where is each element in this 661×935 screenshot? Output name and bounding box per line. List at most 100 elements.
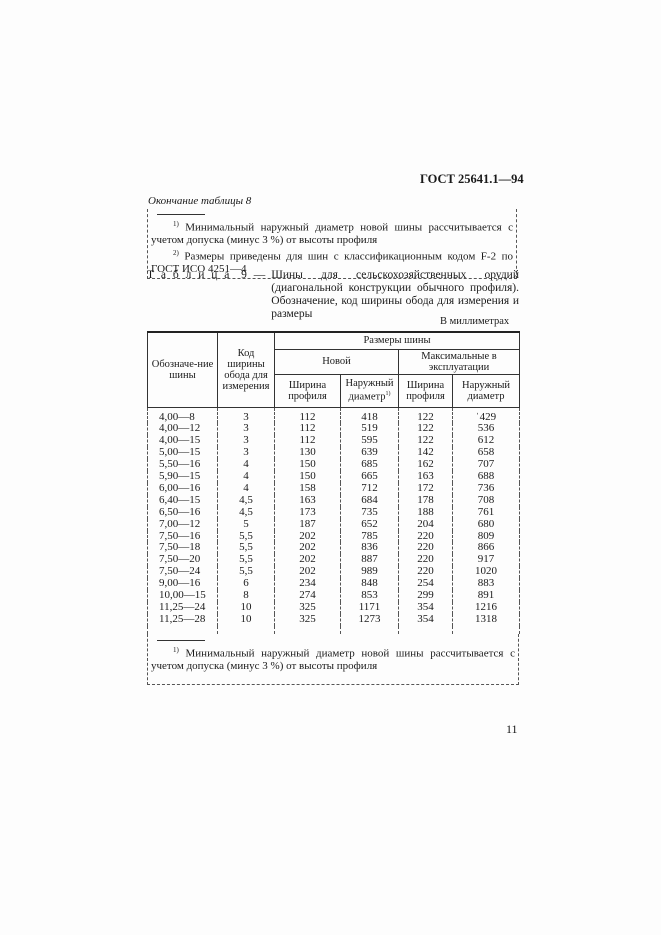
empty-cell — [217, 625, 275, 634]
cell-rim-code: 10 — [217, 613, 275, 626]
page-number: 11 — [506, 722, 518, 736]
cell-diam-max: 1020 — [452, 565, 520, 579]
table9-title: Шины для сельскохозяйственных орудий (ди… — [271, 269, 519, 320]
table-row: 5,00—15 3 130 639 142 658 — [147, 446, 520, 460]
header-max-service: Максимальные в эксплуатации — [398, 348, 520, 375]
header-new: Новой — [274, 348, 399, 375]
footnote-text: Минимальный наружный диаметр новой шины … — [151, 647, 515, 672]
cell-diam-max: 536 — [452, 423, 520, 436]
cell-diam-max: 688 — [452, 470, 520, 483]
table8-footnotes: 1) Минимальный наружный диаметр новой ши… — [147, 209, 517, 280]
table-bottom-padding — [147, 625, 520, 634]
table8-end-label: Окончание таблицы 8 — [148, 195, 252, 207]
table9-caption: Т а б л и ц а 9 — Шины для сельскохозяйс… — [147, 269, 519, 321]
header-width-max: Ширина профиля — [398, 373, 453, 408]
cell-diam-max: 917 — [452, 553, 520, 567]
cell-designation: 6,40—15 — [147, 494, 218, 507]
header-width-new: Ширина профиля — [274, 373, 341, 408]
empty-cell — [452, 625, 520, 634]
cell-diam-max: 1318 — [452, 613, 520, 626]
footnote-text: Размеры приведены для шин с классификаци… — [151, 250, 513, 275]
table-row: 7,50—16 5,5 202 785 220 809 — [147, 530, 520, 543]
header-rim-code: Код ширины обода для измерения — [217, 331, 275, 408]
document-code: ГОСТ 25641.1—94 — [420, 172, 524, 186]
cell-diam-max: 612 — [452, 434, 520, 448]
table-row: 5,50—16 4 150 685 162 707 — [147, 458, 520, 472]
table8-footnote-1: 1) Минимальный наружный диаметр новой ши… — [151, 218, 513, 247]
cell-diam-max: 708 — [452, 494, 520, 507]
cell-width-new: 112 — [274, 407, 341, 424]
cell-width-new: 187 — [274, 518, 341, 531]
empty-cell — [147, 625, 218, 634]
cell-diam-max: 707 — [452, 458, 520, 472]
cell-diam-max: 761 — [452, 506, 520, 519]
table9-label: Т а б л и ц а 9 — — [147, 269, 268, 281]
cell-diam-max: 809 — [452, 530, 520, 543]
cell-width-max: 354 — [398, 613, 453, 626]
header-diam-max: Наружный диаметр — [452, 373, 520, 408]
table8-footnote-2: 2) Размеры приведены для шин с классифик… — [151, 247, 513, 276]
table9-footnote-box: 1) Минимальный наружный диаметр новой ши… — [147, 633, 519, 686]
empty-cell — [340, 625, 399, 634]
footnote-rule — [157, 214, 205, 215]
footnote-rule — [157, 639, 205, 641]
cell-rim-code: 5 — [217, 518, 275, 531]
cell-rim-code: 4,5 — [217, 494, 275, 507]
table-row: 9,00—16 6 234 848 254 883 — [147, 577, 520, 591]
cell-width-max: 178 — [398, 494, 453, 507]
table9: Обозначе-ние шины Код ширины обода для и… — [147, 331, 520, 634]
cell-diam-new: 1273 — [340, 613, 399, 626]
cell-designation: 4,00—8 — [147, 407, 218, 424]
table-row: 5,90—15 4 150 665 163 688 — [147, 470, 520, 483]
table-row: 11,25—28 10 325 1273 354 1318 — [147, 613, 520, 626]
table-row: 10,00—15 8 274 853 299 891 — [147, 589, 520, 602]
table-row: 6,50—16 4,5 173 735 188 761 — [147, 506, 520, 519]
cell-width-max: 204 — [398, 518, 453, 531]
table-row: 7,00—12 5 187 652 204 680 — [147, 518, 520, 531]
cell-designation: 6,50—16 — [147, 506, 218, 519]
cell-width-new: 163 — [274, 494, 341, 507]
table-row: 7,50—18 5,5 202 836 220 866 — [147, 542, 520, 555]
cell-diam-max: 680 — [452, 518, 520, 531]
cell-diam-new: 684 — [340, 494, 399, 507]
cell-width-new: 173 — [274, 506, 341, 519]
cell-width-max: 188 — [398, 506, 453, 519]
cell-width-new: 325 — [274, 613, 341, 626]
cell-rim-code: 4,5 — [217, 506, 275, 519]
footnote-mark: 1) — [173, 220, 179, 228]
cell-diam-new: 652 — [340, 518, 399, 531]
cell-diam-max: 1216 — [452, 601, 520, 614]
cell-diam-new: 735 — [340, 506, 399, 519]
cell-diam-max: 891 — [452, 589, 520, 602]
table-row: 4,00—12 3 112 519 122 536 — [147, 423, 520, 436]
footnote-mark: 1) — [385, 391, 391, 398]
header-sizes: Размеры шины — [274, 331, 520, 350]
cell-diam-max: 658 — [452, 446, 520, 460]
table-row: 7,50—20 5,5 202 887 220 917 — [147, 553, 520, 567]
cell-designation: 11,25—28 — [147, 613, 218, 626]
cell-rim-code: 3 — [217, 407, 275, 424]
cell-width-max: 122 — [398, 407, 453, 424]
header-diam-new-text: Наружный диаметр — [345, 378, 394, 403]
table9-block: Обозначе-ние шины Код ширины обода для и… — [147, 331, 520, 686]
empty-cell — [398, 625, 453, 634]
table-row: 6,40—15 4,5 163 684 178 708 — [147, 494, 520, 507]
cell-diam-new: 418 — [340, 407, 399, 424]
cell-diam-max: 883 — [452, 577, 520, 591]
table-row: 4,00—15 3 112 595 122 612 — [147, 434, 520, 448]
header-diam-new: Наружный диаметр1) — [340, 373, 399, 408]
footnote-mark: 2) — [173, 248, 179, 257]
cell-designation: 7,00—12 — [147, 518, 218, 531]
units-note: В миллиметрах — [440, 316, 510, 327]
footnote-text: Минимальный наружный диаметр новой шины … — [151, 221, 513, 247]
table-row: 6,00—16 4 158 712 172 736 — [147, 482, 520, 495]
cell-diam-max: 736 — [452, 482, 520, 495]
table-row: 7,50—24 5,5 202 989 220 1020 — [147, 565, 520, 579]
header-designation: Обозначе-ние шины — [147, 331, 218, 408]
empty-cell — [274, 625, 341, 634]
cell-diam-max: ˈ429 — [452, 407, 520, 424]
table-row: 11,25—24 10 325 1171 354 1216 — [147, 601, 520, 614]
footnote-mark: 1) — [173, 645, 179, 654]
cell-diam-max: 866 — [452, 542, 520, 555]
